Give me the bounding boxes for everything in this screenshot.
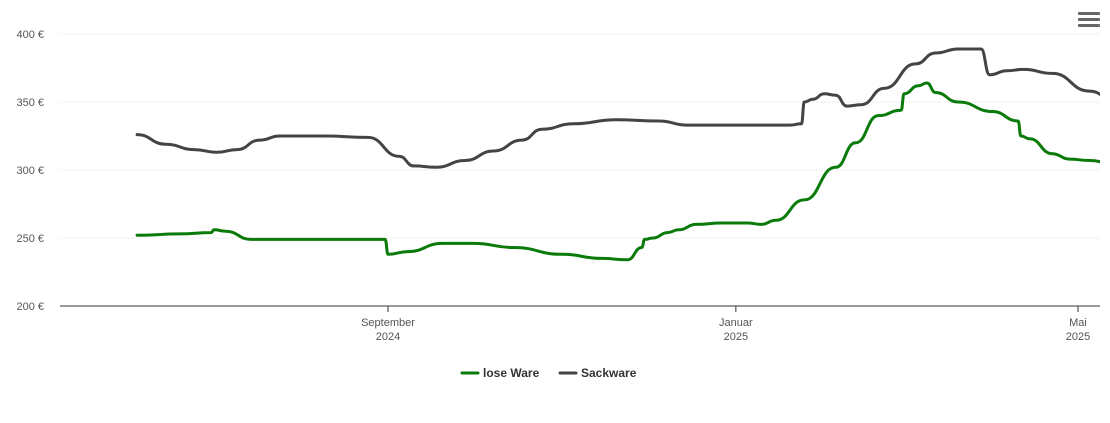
legend: lose Ware Sackware (460, 366, 637, 380)
x-tick-label-year: 2025 (724, 331, 748, 343)
x-tick-label-month: September (361, 317, 415, 329)
x-axis (60, 305, 1100, 312)
x-tick-label-month: Januar (719, 317, 753, 329)
series-line-sackware[interactable] (135, 47, 1110, 169)
y-axis-tick-labels: 200 € 250 € 300 € 350 € 400 € (16, 29, 44, 313)
gridlines (60, 33, 1100, 239)
y-tick-label: 200 € (16, 301, 44, 313)
menu-bar (1078, 24, 1100, 27)
series-lines (135, 47, 1110, 262)
series-line-lose-ware[interactable] (135, 81, 1110, 262)
legend-label-lose-ware[interactable]: lose Ware (483, 366, 540, 380)
x-tick-label-month: Mai (1069, 317, 1087, 329)
menu-bar (1078, 12, 1100, 15)
x-tick-label-year: 2024 (376, 331, 400, 343)
y-tick-label: 350 € (16, 97, 44, 109)
menu-bar (1078, 18, 1100, 21)
chart-menu-icon[interactable] (1078, 12, 1100, 32)
y-tick-label: 300 € (16, 165, 44, 177)
y-tick-label: 400 € (16, 29, 44, 41)
x-axis-tick-labels: September 2024 Januar 2025 Mai 2025 (361, 317, 1090, 343)
y-tick-label: 250 € (16, 233, 44, 245)
x-tick-label-year: 2025 (1066, 331, 1090, 343)
legend-label-sackware[interactable]: Sackware (581, 366, 637, 380)
